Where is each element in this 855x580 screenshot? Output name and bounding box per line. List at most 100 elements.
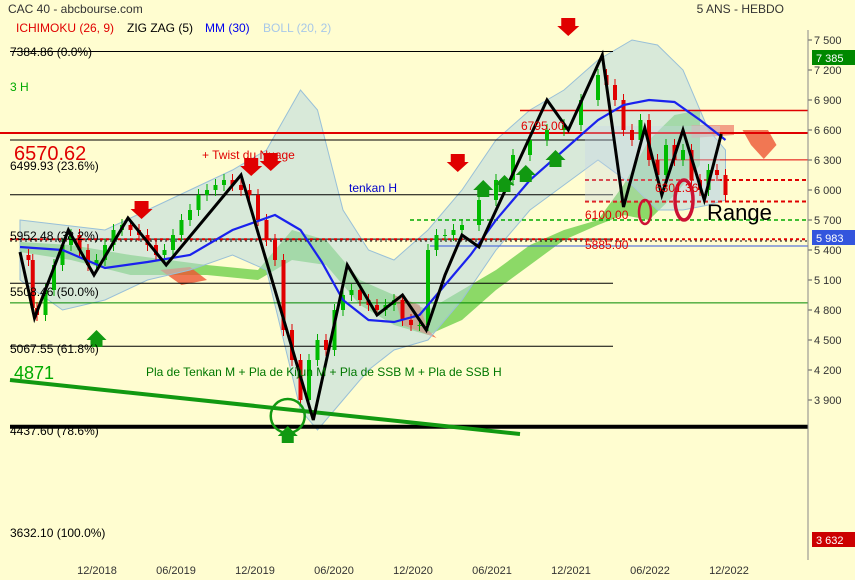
bottom-price-label: 3 632 — [816, 535, 844, 547]
legend-ichimoku: ICHIMOKU (26, 9) — [16, 21, 114, 35]
candle-body — [60, 245, 65, 265]
candle-body — [247, 190, 252, 195]
legend-zigzag: ZIG ZAG (5) — [127, 21, 193, 35]
sell-arrow — [259, 153, 282, 171]
fib-label-78: 4437.60 (78.6%) — [10, 424, 99, 438]
chart-source: CAC 40 - abcbourse.com — [8, 2, 143, 16]
y-tick-label: 6 600 — [814, 125, 842, 137]
sell-arrow — [240, 158, 263, 176]
candle-body — [511, 155, 515, 180]
candle-body — [128, 225, 133, 230]
candle-body — [630, 130, 634, 140]
legend-boll: BOLL (20, 2) — [263, 21, 331, 35]
range-ellipse-left — [637, 198, 653, 226]
candle-body — [239, 185, 243, 190]
candle-body — [43, 290, 48, 315]
candle-body — [171, 235, 175, 250]
buy-arrow — [545, 150, 566, 167]
candle-body — [621, 100, 626, 130]
annotation-pla: Pla de Tenkan M + Pla de Kijun M + Pla d… — [146, 365, 502, 379]
annotation-6301: 6301.36 — [655, 181, 699, 195]
horizontal-levels — [0, 109, 808, 436]
x-tick-label: 12/2019 — [235, 565, 275, 577]
candle-body — [545, 130, 549, 140]
candle-body — [562, 125, 566, 130]
fib-label-38: 5952.48 (38.2%) — [10, 229, 99, 243]
candle-body — [213, 185, 218, 190]
y-tick-label: 6 900 — [814, 95, 842, 107]
buy-arrow — [277, 426, 298, 443]
last-price-marker — [812, 230, 855, 245]
bottom-price-marker — [812, 532, 855, 547]
y-tick-label: 5 700 — [814, 215, 842, 227]
y-tick-label: 4 800 — [814, 305, 842, 317]
candle-body — [103, 245, 107, 260]
candle-body — [69, 235, 73, 245]
candle-body — [30, 260, 35, 308]
sell-arrow — [557, 18, 580, 36]
y-tick-label: 6 000 — [814, 185, 842, 197]
y-tick-label: 7 500 — [814, 35, 842, 47]
candle-body — [477, 200, 481, 225]
buy-arrow — [473, 180, 494, 197]
x-axis: 12/2018 06/2019 12/2019 06/2020 12/2020 06/20… — [77, 565, 749, 577]
fib-label-50: 5508.46 (50.0%) — [10, 285, 99, 299]
y-tick-label: 6 300 — [814, 155, 842, 167]
candle-body — [188, 210, 192, 220]
fib-label-61: 5067.55 (61.8%) — [10, 342, 99, 356]
candle-body — [579, 100, 583, 125]
candle-body — [460, 225, 464, 230]
buy-circle — [269, 397, 306, 435]
candle-body — [358, 290, 362, 300]
annotation-6795: 6795.00 — [521, 119, 565, 133]
candle-body — [205, 190, 209, 195]
y-tick-label: 5 400 — [814, 245, 842, 257]
candle-body — [409, 320, 413, 325]
y-tick-label: 7 200 — [814, 65, 842, 77]
candle-body — [443, 235, 447, 236]
signal-arrows — [86, 18, 695, 443]
annotation-4871: 4871 — [14, 363, 54, 383]
candle-body — [613, 85, 617, 100]
candle-body — [324, 340, 328, 350]
candle-body — [196, 195, 201, 210]
candle-body — [77, 235, 82, 250]
candle-body — [273, 240, 277, 260]
cloud-red-2022 — [742, 130, 777, 159]
annotation-3h: 3 H — [10, 80, 29, 94]
y-tick-label: 4 500 — [814, 335, 842, 347]
y-tick-label: 5 100 — [814, 275, 842, 287]
candle-body — [681, 150, 685, 160]
series-line-mm30 — [19, 98, 727, 324]
candle-body — [94, 260, 99, 265]
x-tick-label: 06/2019 — [156, 565, 196, 577]
x-tick-label: 06/2022 — [630, 565, 670, 577]
range-ellipse-right — [673, 178, 695, 222]
candle-body — [451, 230, 456, 235]
sell-arrow — [130, 201, 153, 219]
candle-body — [230, 180, 235, 185]
fib-label-100: 3632.10 (100.0%) — [10, 526, 105, 540]
chart-period: 5 ANS - HEBDO — [697, 2, 784, 16]
candle-body — [86, 250, 90, 265]
x-tick-label: 12/2021 — [551, 565, 591, 577]
candle-body — [341, 295, 345, 310]
x-tick-label: 06/2020 — [314, 565, 354, 577]
candle-body — [417, 325, 422, 326]
candle-body — [664, 145, 668, 175]
buy-arrow — [494, 175, 515, 192]
annotation-6570: 6570.62 — [14, 143, 86, 165]
buy-arrow — [515, 165, 536, 182]
candle-body — [179, 220, 184, 235]
candle-body — [528, 140, 532, 155]
series-line-zigzag — [18, 49, 723, 421]
x-tick-label: 12/2022 — [709, 565, 749, 577]
y-tick-label: 3 900 — [814, 395, 842, 407]
x-tick-label: 12/2020 — [393, 565, 433, 577]
candle-body — [222, 180, 226, 185]
candle-body — [596, 75, 600, 100]
trendline-green — [9, 378, 521, 436]
annotation-twist: + Twist du Nuage — [202, 148, 295, 162]
candle-body — [689, 150, 694, 180]
